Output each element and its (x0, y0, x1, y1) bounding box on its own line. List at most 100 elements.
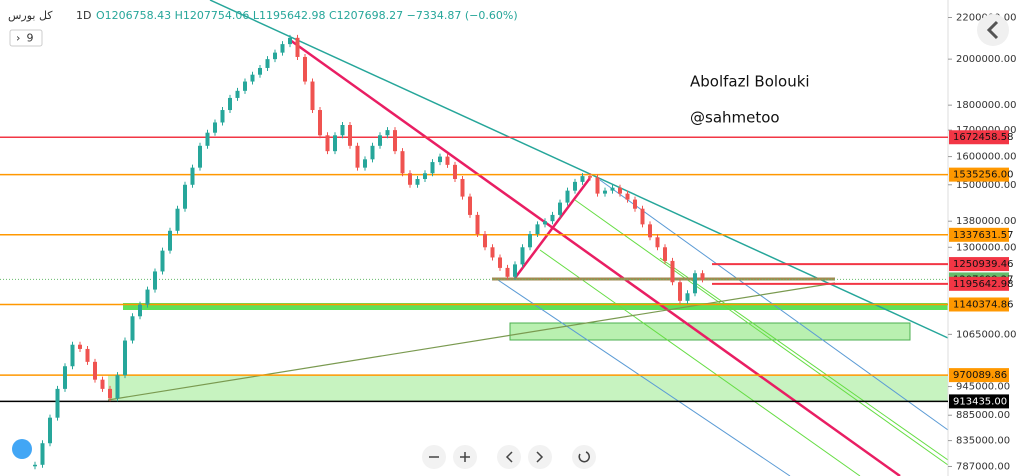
y-tick-label: 1500000.00 (956, 180, 1016, 191)
chevron: › (16, 32, 20, 45)
candle-body (243, 81, 247, 91)
scroll-right[interactable] (528, 445, 552, 469)
back-button[interactable] (977, 14, 1009, 46)
candle-body (355, 145, 360, 168)
candle-body (618, 187, 622, 194)
candle-body (498, 257, 502, 268)
candle-body (460, 178, 465, 197)
candle-body (370, 145, 375, 160)
candle-body (168, 230, 172, 251)
level-label: 1250939.46 (953, 259, 1013, 270)
level-label-box (949, 276, 1009, 291)
annotation: Abolfazl Bolouki (690, 73, 810, 91)
candle-body (175, 208, 180, 231)
candle-body (363, 159, 367, 168)
candle-body (655, 237, 660, 248)
candle-body (153, 271, 157, 290)
trend-line (289, 38, 901, 476)
back-icon (986, 20, 999, 40)
candle-body (258, 67, 262, 75)
indicator-count: 9 (27, 32, 34, 45)
candle-body (138, 304, 142, 317)
annotation: @sahmetoo (690, 109, 780, 127)
candle-body (505, 267, 510, 277)
level-label: 970089.86 (953, 370, 1007, 381)
candle-body (85, 348, 90, 362)
candle-body (220, 110, 225, 123)
candle-body (63, 366, 67, 389)
candle-body (700, 273, 705, 280)
candle-body (678, 282, 682, 301)
candle-body (145, 289, 150, 305)
y-tick-label: 1380000.00 (956, 216, 1016, 227)
candle-body (430, 162, 435, 174)
reset[interactable] (572, 445, 596, 469)
candle-body (318, 110, 322, 136)
candle-body (595, 177, 600, 194)
candle-body (340, 125, 345, 136)
trend-line (209, 0, 949, 339)
ohlc: O1206758.43 H1207754.06 L1195642.98 C120… (96, 9, 518, 22)
candle-body (273, 52, 277, 60)
candle-body (573, 181, 577, 191)
candle-body (610, 187, 615, 191)
level-label-box (949, 227, 1009, 242)
candle-body (663, 247, 667, 261)
level-label: 1140374.86 (953, 299, 1013, 310)
level-label-box (949, 368, 1009, 383)
level-label: 1535256.00 (953, 170, 1013, 181)
candle-body (378, 135, 382, 146)
candle-body (33, 464, 37, 467)
candle-body (490, 247, 495, 258)
candle-body (648, 224, 652, 238)
candle-body (130, 316, 135, 341)
candle-body (303, 56, 307, 82)
candle-body (115, 375, 120, 399)
y-tick-label: 1300000.00 (956, 242, 1016, 253)
trend-line (574, 199, 949, 466)
candle-body (325, 135, 330, 152)
candle-body (438, 156, 442, 163)
candle-body (123, 340, 127, 376)
candle-body (213, 122, 217, 133)
candle-body (55, 388, 60, 418)
candle-body (400, 151, 405, 174)
trend-line (659, 257, 949, 461)
candle-body (288, 37, 292, 45)
candle-body (685, 293, 690, 301)
trend-line (539, 249, 861, 476)
symbol: کل بورس (8, 9, 53, 22)
y-tick-label: 945000.00 (956, 382, 1010, 393)
candle-body (625, 193, 630, 200)
scroll-left[interactable] (497, 445, 521, 469)
candle-body (228, 97, 232, 111)
candle-body (93, 361, 97, 380)
candle-body (415, 178, 420, 185)
candle-body (198, 145, 202, 168)
candle-body (280, 44, 285, 53)
indicator-toggle[interactable] (9, 29, 43, 47)
trend-line (494, 277, 791, 476)
candle-body (78, 344, 82, 349)
level-label-box (949, 297, 1009, 312)
candle-body (250, 74, 255, 82)
candle-body (588, 176, 592, 178)
candle-body (580, 176, 585, 182)
zone-box (108, 375, 948, 402)
level-label: 1195642.98 (953, 279, 1013, 290)
candle-body (513, 264, 517, 277)
candle-body (190, 167, 195, 185)
candle-body (183, 184, 187, 209)
candle-body (385, 130, 390, 136)
candle-body (520, 247, 525, 265)
level-label-box (949, 130, 1009, 145)
candle-body (550, 214, 555, 222)
candle-body (235, 90, 240, 98)
candle-body (633, 199, 637, 209)
candle-body (265, 59, 270, 68)
candle-body (408, 173, 412, 185)
level-label: 1337631.57 (953, 230, 1013, 241)
candle-body (205, 132, 210, 146)
level-label-box (949, 167, 1009, 182)
